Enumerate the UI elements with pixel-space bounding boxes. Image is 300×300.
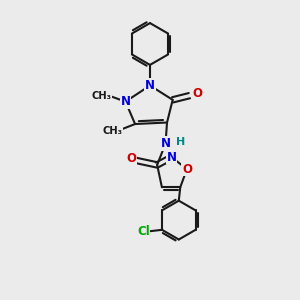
Text: O: O — [182, 163, 192, 176]
Text: CH₃: CH₃ — [92, 91, 112, 101]
Text: H: H — [176, 136, 185, 147]
Text: CH₃: CH₃ — [102, 126, 122, 136]
Text: N: N — [145, 79, 155, 92]
Text: N: N — [121, 95, 130, 108]
Text: Cl: Cl — [137, 225, 150, 238]
Text: O: O — [192, 87, 202, 101]
Text: N: N — [160, 137, 170, 150]
Text: N: N — [167, 151, 177, 164]
Text: O: O — [126, 152, 136, 166]
